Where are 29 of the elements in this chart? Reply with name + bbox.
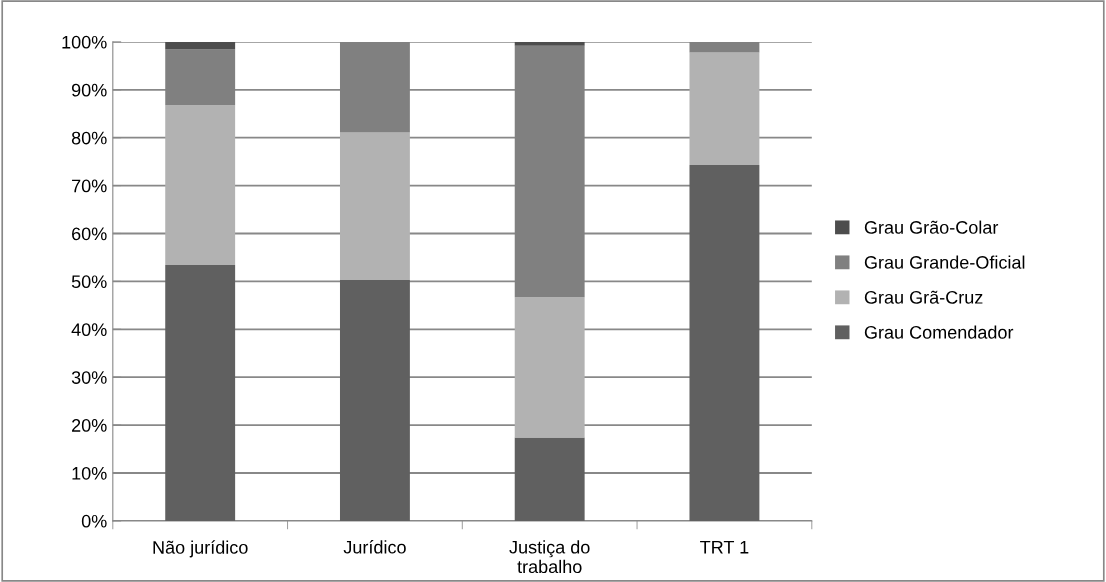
- x-tick-label: TRT 1: [700, 541, 749, 554]
- bar: [165, 265, 236, 521]
- y-tick-label: 90%: [71, 83, 107, 97]
- x-tick-label: Jurídico: [343, 540, 406, 554]
- legend-label: Grau Grande-Oficial: [864, 255, 1025, 269]
- y-tick-label: 80%: [71, 131, 107, 145]
- bar: [514, 297, 585, 438]
- y-tick-label: 10%: [72, 466, 107, 480]
- y-tick-label: 100%: [62, 35, 107, 49]
- bar: [514, 41, 585, 46]
- legend-label: Grau Grã-Cruz: [864, 290, 983, 304]
- x-tick-label: Justiça do trabalho: [509, 540, 590, 574]
- legend-label: Grau Grão-Colar: [864, 220, 999, 234]
- bar: [165, 41, 236, 50]
- y-tick-label: 40%: [71, 323, 107, 337]
- y-tick-label: 0%: [81, 514, 107, 528]
- y-tick-label: 60%: [72, 227, 107, 241]
- bar: [514, 437, 585, 521]
- y-tick-label: 50%: [71, 275, 107, 289]
- bar: [339, 132, 410, 280]
- y-tick-label: 30%: [71, 371, 107, 384]
- y-tick-label: 20%: [72, 419, 107, 432]
- y-tick-label: 70%: [72, 179, 107, 193]
- legend-label: Grau Comendador: [864, 325, 1014, 339]
- bar: [689, 165, 760, 521]
- x-tick-label: Não jurídico: [153, 540, 248, 558]
- bar: [165, 105, 236, 266]
- bar: [689, 52, 760, 165]
- bar: [339, 279, 410, 521]
